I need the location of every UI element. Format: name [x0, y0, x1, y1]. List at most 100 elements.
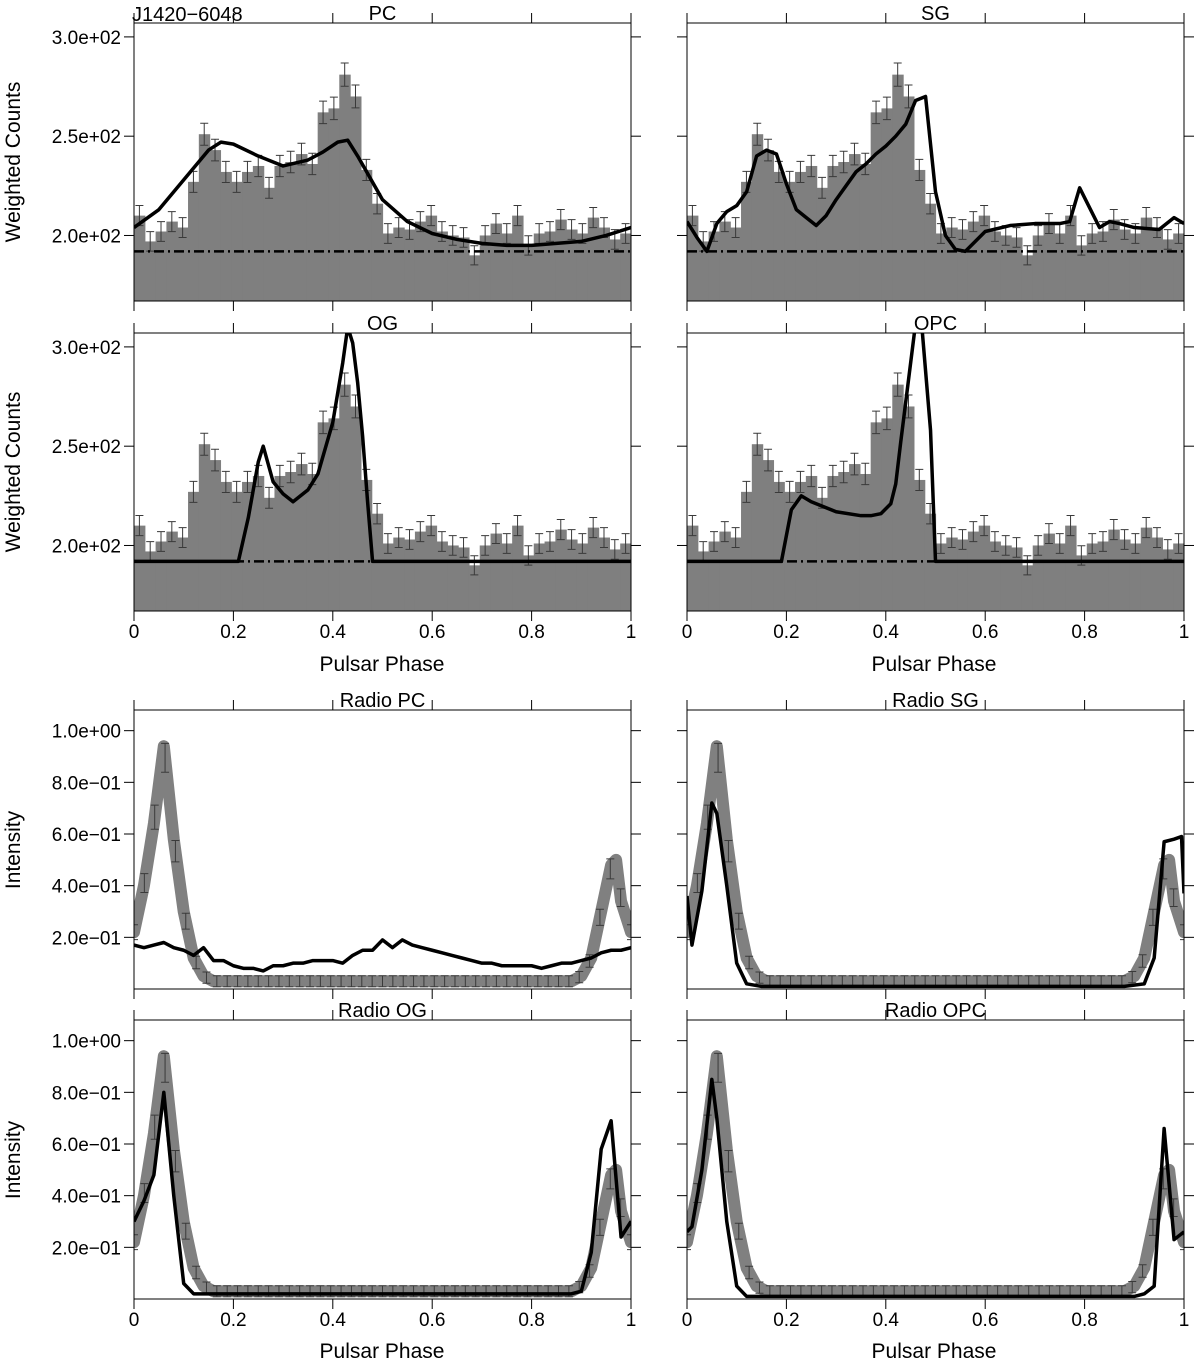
- radio-pc-observed-error-bar: [134, 924, 138, 941]
- gamma-sg-bar: [697, 241, 710, 301]
- radio-og-model-curve: [134, 1090, 631, 1296]
- gamma-sg-error-bar: [1109, 209, 1118, 231]
- gamma-opc-xtick-label: 0.2: [773, 622, 799, 643]
- gamma-opc-bar: [827, 475, 839, 611]
- gamma-pc-bar: [447, 235, 459, 301]
- gamma-sg-bar: [1032, 235, 1045, 301]
- gamma-opc-bar: [1065, 525, 1077, 611]
- gamma-og-bar: [198, 444, 211, 611]
- gamma-pc-error-bar: [556, 209, 565, 231]
- radio-pc-observed-error-bar: [430, 975, 439, 988]
- gamma-og-error-bar: [243, 470, 252, 494]
- gamma-sg-error-bar: [1023, 245, 1032, 266]
- radio-sg-observed-error-bar: [1138, 954, 1147, 968]
- radio-pc-observed-error-bar: [419, 975, 428, 988]
- gamma-sg-bar: [795, 171, 807, 301]
- gamma-sg-bar: [913, 169, 926, 301]
- gamma-opc-error-bar: [731, 527, 740, 548]
- gamma-sg-error-bar: [882, 96, 891, 121]
- radio-pc-observed-error-bar: [533, 975, 542, 988]
- radio-sg-observed-error-bar: [755, 971, 764, 984]
- gamma-opc-bar: [741, 491, 753, 611]
- gamma-opc-error-bar: [839, 460, 848, 484]
- gamma-opc-xtick-label: 0.6: [972, 622, 998, 643]
- gamma-pc-bar: [393, 227, 405, 301]
- gamma-pc-bar: [350, 96, 362, 301]
- gamma-pc-bar: [252, 165, 265, 301]
- radio-pc-ytick-label: 1.0e+00: [52, 722, 121, 743]
- gamma-og-bar: [274, 475, 286, 611]
- radio-pc-observed-error-bar: [627, 924, 631, 941]
- gamma-og-bar: [598, 537, 610, 611]
- gamma-og-bar: [544, 541, 556, 611]
- gamma-og-error-bar: [221, 470, 230, 494]
- radio-pc-observed-error-bar: [513, 975, 522, 988]
- radio-pc-ytick-label: 4.0e−01: [52, 877, 121, 898]
- gamma-opc-bar: [1075, 555, 1088, 611]
- gamma-sg-error-bar: [753, 122, 762, 146]
- gamma-opc-error-bar: [990, 531, 999, 552]
- xlabel-gamma-right: Pulsar Phase: [872, 653, 997, 676]
- radio-opc-xtick-label: 0.2: [773, 1310, 799, 1331]
- gamma-og-error-bar: [178, 527, 187, 548]
- gamma-opc-error-bar: [688, 515, 697, 537]
- gamma-pc-bar: [555, 219, 567, 301]
- gamma-opc-error-bar: [1012, 537, 1021, 558]
- gamma-sg-bar: [1043, 223, 1055, 301]
- gamma-og-error-bar: [383, 533, 392, 554]
- gamma-opc-bar: [1043, 533, 1055, 611]
- radio-opc-observed-profile: [687, 1050, 1184, 1298]
- gamma-opc-error-bar: [1034, 535, 1043, 556]
- gamma-opc-error-bar: [1055, 533, 1064, 554]
- gamma-opc-error-bar: [850, 452, 859, 476]
- radio-pc-observed-error-bar: [440, 975, 449, 988]
- gamma-og-xtick-label: 0: [129, 622, 140, 643]
- radio-opc-observed-error-bar: [687, 1234, 691, 1251]
- gamma-pc-error-bar: [157, 221, 166, 242]
- gamma-opc-bar: [784, 491, 796, 611]
- gamma-pc-bar: [317, 112, 330, 301]
- radio-pc-observed-error-bar: [337, 975, 346, 988]
- gamma-opc-bar: [870, 422, 883, 611]
- gamma-og-error-bar: [545, 531, 554, 552]
- radio-opc-observed-error-bar: [734, 1222, 743, 1240]
- pulsar-name: J1420−6048: [132, 4, 243, 26]
- gamma-og-bar: [393, 537, 405, 611]
- gamma-pc-error-bar: [459, 227, 468, 248]
- radio-pc-observed-error-bar: [450, 975, 459, 988]
- gamma-og-bar: [252, 475, 265, 611]
- gamma-sg-bar: [1075, 245, 1088, 301]
- radio-og-panel: 0 0.2 0.4 0.6 0.8 1 2.0e−01 4.0e−01 6.0e−01 8.0e−…: [52, 1000, 641, 1331]
- gamma-pc-bar: [328, 108, 340, 301]
- radio-opc-observed-error-bar: [745, 1265, 754, 1280]
- gamma-og-bar: [188, 491, 200, 611]
- gamma-og-bar: [360, 479, 373, 611]
- gamma-og-bar: [468, 565, 481, 611]
- gamma-og-bar: [155, 541, 168, 611]
- gamma-sg-bar: [816, 187, 829, 301]
- gamma-opc-bar: [989, 541, 1001, 611]
- gamma-og-bar: [566, 539, 578, 611]
- gamma-opc-error-bar: [1066, 515, 1075, 537]
- gamma-pc-error-bar: [621, 223, 630, 244]
- radio-sg-observed-error-bar: [745, 955, 754, 970]
- gamma-opc-error-bar: [1023, 555, 1032, 576]
- ylabel-radio-top: Intensity: [2, 810, 25, 889]
- gamma-og-bar: [350, 406, 362, 611]
- gamma-sg-bar: [773, 171, 785, 301]
- gamma-opc-bar: [762, 460, 775, 611]
- gamma-opc-bar: [838, 472, 850, 611]
- gamma-pc-panel: 2.0e+02 2.5e+02 3.0e+02 PC: [52, 3, 641, 311]
- gamma-sg-bar: [935, 233, 947, 301]
- gamma-sg-bar: [892, 74, 904, 301]
- radio-opc-observed-error-bar: [714, 1052, 723, 1083]
- gamma-pc-bar: [598, 227, 610, 301]
- gamma-pc-bar: [306, 163, 319, 301]
- gamma-pc-error-bar: [545, 221, 554, 242]
- gamma-og-error-bar: [211, 448, 220, 472]
- gamma-og-error-bar: [167, 521, 176, 543]
- radio-pc-observed-error-bar: [388, 975, 397, 988]
- gamma-pc-bar: [566, 229, 578, 301]
- gamma-sg-error-bar: [818, 176, 827, 199]
